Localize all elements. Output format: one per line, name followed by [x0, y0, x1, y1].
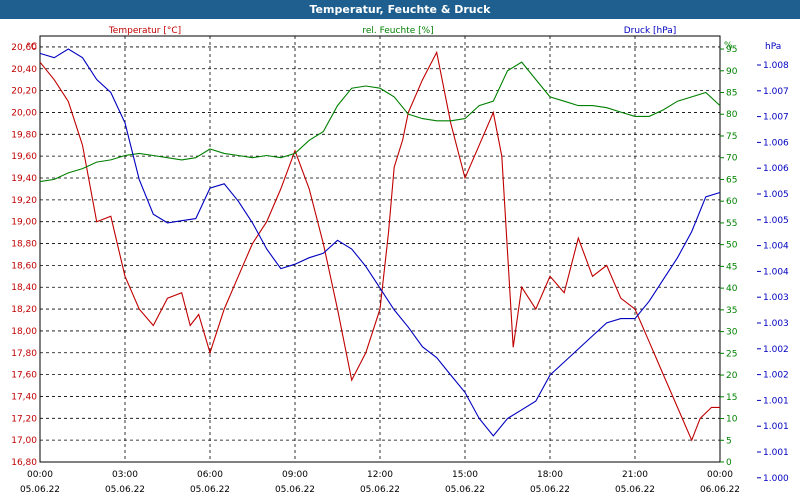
- humidity-series-line: [39, 61, 721, 183]
- x-tick-date: 05.06.22: [445, 485, 485, 495]
- x-tick-time: 06:00: [197, 470, 223, 480]
- humidity-tick-label: 30: [726, 328, 738, 338]
- pressure-tick-label: 1.003: [763, 319, 789, 329]
- pressure-series-line: [39, 48, 721, 437]
- humidity-tick-label: 60: [726, 197, 738, 207]
- pressure-tick-label: 1.007: [763, 87, 789, 97]
- humidity-tick-label: 45: [726, 262, 737, 272]
- humidity-tick-label: 35: [726, 306, 737, 316]
- humidity-tick-label: 25: [726, 349, 737, 359]
- temperature-tick-label: 17,40: [11, 392, 37, 402]
- humidity-tick-label: 65: [726, 175, 737, 185]
- humidity-tick-label: 90: [726, 67, 738, 77]
- x-tick-time: 00:00: [707, 470, 733, 480]
- temperature-tick-label: 17,00: [11, 436, 37, 446]
- pressure-unit-label: hPa: [765, 42, 781, 52]
- temperature-tick-label: 18,80: [11, 240, 37, 250]
- x-tick-time: 21:00: [622, 470, 648, 480]
- x-tick-date: 06.06.22: [700, 485, 740, 495]
- temperature-tick-label: 18,60: [11, 261, 37, 271]
- pressure-tick-label: 1.002: [763, 345, 789, 355]
- humidity-tick-label: 15: [726, 393, 737, 403]
- pressure-tick-label: 1.003: [763, 293, 789, 303]
- pressure-tick-label: 1.001: [763, 396, 789, 406]
- pressure-tick-label: 1.001: [763, 422, 789, 432]
- temperature-tick-label: 19,40: [11, 174, 37, 184]
- x-tick-date: 05.06.22: [105, 485, 145, 495]
- humidity-tick-label: 85: [726, 89, 737, 99]
- pressure-tick-label: 1.004: [763, 242, 789, 252]
- x-tick-date: 05.06.22: [615, 485, 655, 495]
- x-tick-time: 09:00: [282, 470, 308, 480]
- humidity-tick-label: 80: [726, 110, 738, 120]
- humidity-tick-label: 10: [726, 415, 738, 425]
- humidity-tick-label: 55: [726, 219, 737, 229]
- humidity-axis-label: rel. Feuchte [%]: [362, 26, 433, 36]
- temperature-unit-label: °C: [26, 42, 37, 52]
- pressure-tick-label: 1.008: [763, 61, 789, 71]
- temperature-tick-label: 17,60: [11, 371, 37, 381]
- pressure-axis-label: Druck [hPa]: [624, 26, 677, 36]
- pressure-tick-label: 1.002: [763, 371, 789, 381]
- humidity-tick-label: 5: [726, 436, 732, 446]
- temperature-tick-label: 20,40: [11, 65, 37, 75]
- x-tick-time: 15:00: [452, 470, 478, 480]
- pressure-tick-label: 1.005: [763, 190, 789, 200]
- humidity-tick-label: 50: [726, 241, 738, 251]
- temperature-tick-label: 18,00: [11, 327, 37, 337]
- chart-svg: 16,80 17,00 17,20 17,40 17,60 17,80 18,00 18,20…: [11, 26, 789, 495]
- x-tick-time: 00:00: [27, 470, 53, 480]
- x-tick-date: 05.06.22: [275, 485, 315, 495]
- temperature-tick-label: 19,20: [11, 196, 37, 206]
- humidity-tick-label: 75: [726, 132, 737, 142]
- humidity-tick-label: 95: [726, 45, 737, 55]
- pressure-tick-label: 1.001: [763, 448, 789, 458]
- humidity-tick-label: 70: [726, 154, 738, 164]
- pressure-tick-label: 1.006: [763, 138, 789, 148]
- temperature-tick-label: 16,80: [11, 458, 37, 468]
- x-tick-date: 05.06.22: [360, 485, 400, 495]
- chart-area: 16,80 17,00 17,20 17,40 17,60 17,80 18,00 18,20…: [0, 19, 800, 500]
- temperature-tick-label: 19,80: [11, 130, 37, 140]
- x-tick-date: 05.06.22: [530, 485, 570, 495]
- humidity-tick-label: 20: [726, 371, 738, 381]
- pressure-tick-label: 1.005: [763, 216, 789, 226]
- pressure-tick-label: 1.004: [763, 267, 789, 277]
- temperature-tick-label: 19,60: [11, 152, 37, 162]
- x-tick-time: 12:00: [367, 470, 393, 480]
- temperature-tick-label: 17,20: [11, 414, 37, 424]
- temperature-tick-label: 20,00: [11, 108, 37, 118]
- humidity-unit-label: %: [724, 41, 733, 51]
- temperature-tick-label: 20,60: [11, 43, 37, 53]
- pressure-tick-label: 1.006: [763, 164, 789, 174]
- x-tick-date: 05.06.22: [20, 485, 60, 495]
- temperature-tick-label: 18,40: [11, 283, 37, 293]
- humidity-tick-label: 40: [726, 284, 738, 294]
- temperature-tick-label: 18,20: [11, 305, 37, 315]
- x-tick-time: 03:00: [112, 470, 138, 480]
- humidity-tick-label: 0: [726, 458, 732, 468]
- temperature-tick-label: 20,20: [11, 87, 37, 97]
- x-tick-time: 18:00: [537, 470, 563, 480]
- x-tick-date: 05.06.22: [190, 485, 230, 495]
- pressure-tick-label: 1.000: [763, 474, 789, 484]
- chart-title: Temperatur, Feuchte & Druck: [0, 0, 800, 19]
- pressure-tick-label: 1.007: [763, 113, 789, 123]
- temperature-tick-label: 17,80: [11, 349, 37, 359]
- temperature-series-line: [39, 50, 720, 442]
- temperature-axis-label: Temperatur [°C]: [108, 26, 181, 36]
- temperature-tick-label: 19,00: [11, 218, 37, 228]
